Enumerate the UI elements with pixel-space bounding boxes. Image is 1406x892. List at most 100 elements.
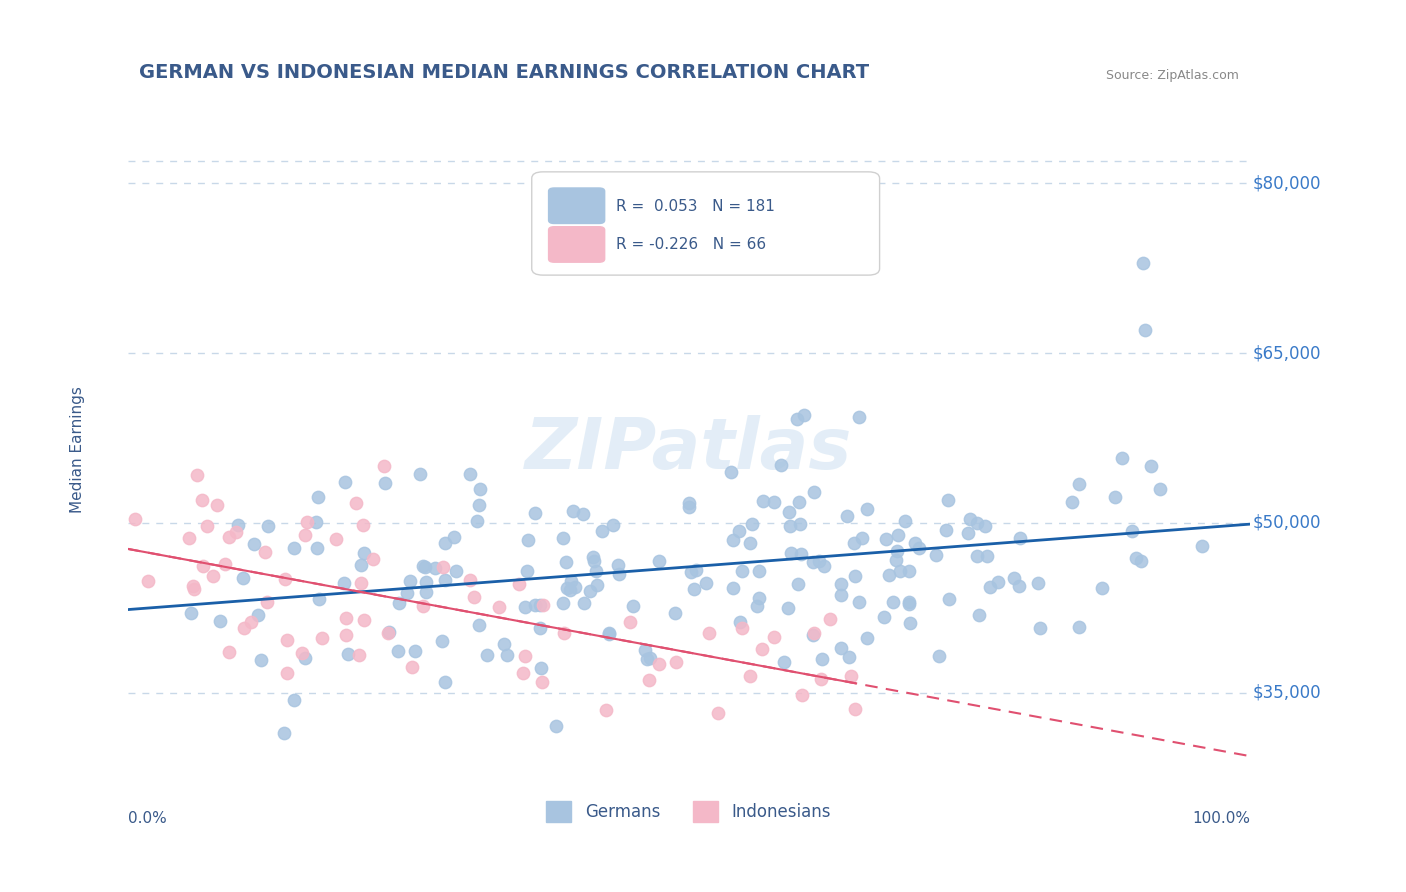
Point: [811, 652, 834, 666]
Point: [1135, 323, 1157, 337]
Point: [745, 599, 768, 614]
Point: [830, 576, 852, 591]
Point: [207, 499, 229, 513]
Point: [434, 573, 457, 587]
Point: [778, 505, 800, 519]
Point: [966, 516, 988, 530]
Point: [352, 518, 374, 533]
Point: [446, 565, 468, 579]
Point: [678, 500, 700, 514]
Point: [908, 541, 931, 556]
Point: [848, 595, 870, 609]
Point: [886, 544, 908, 558]
Point: [399, 574, 422, 588]
Point: [513, 600, 536, 615]
Point: [741, 517, 763, 532]
Point: [648, 657, 671, 671]
Point: [412, 599, 434, 613]
Point: [515, 649, 537, 664]
Point: [780, 546, 803, 560]
Point: [738, 536, 761, 550]
Point: [191, 558, 214, 573]
Point: [790, 547, 813, 561]
Point: [232, 621, 254, 635]
Point: [807, 553, 830, 567]
Point: [740, 668, 762, 682]
Point: [957, 526, 980, 541]
Point: [679, 565, 702, 579]
Point: [529, 621, 551, 635]
Point: [678, 496, 700, 510]
Point: [433, 674, 456, 689]
Point: [959, 511, 981, 525]
Point: [190, 493, 212, 508]
Point: [695, 576, 717, 591]
Point: [786, 576, 808, 591]
Point: [1008, 579, 1031, 593]
Point: [311, 632, 333, 646]
Point: [136, 574, 159, 588]
Point: [748, 591, 770, 606]
Point: [763, 494, 786, 508]
Point: [607, 558, 630, 572]
Point: [183, 582, 205, 596]
Point: [564, 580, 586, 594]
Text: ZIPatlas: ZIPatlas: [526, 415, 852, 483]
Point: [353, 613, 375, 627]
Point: [557, 581, 579, 595]
Point: [894, 514, 917, 528]
Text: $50,000: $50,000: [1253, 514, 1320, 532]
Point: [786, 412, 808, 426]
Point: [1008, 531, 1031, 545]
Point: [728, 524, 751, 538]
Point: [776, 600, 799, 615]
Point: [434, 536, 457, 550]
Point: [638, 651, 661, 665]
Point: [488, 599, 510, 614]
Point: [830, 640, 852, 655]
Point: [884, 553, 907, 567]
Point: [634, 642, 657, 657]
Point: [789, 516, 811, 531]
Point: [987, 574, 1010, 589]
Point: [443, 530, 465, 544]
Point: [779, 519, 801, 533]
Point: [813, 558, 835, 573]
Text: Source: ZipAtlas.com: Source: ZipAtlas.com: [1105, 69, 1239, 81]
Point: [974, 519, 997, 533]
Text: R = -0.226   N = 66: R = -0.226 N = 66: [616, 237, 766, 252]
FancyBboxPatch shape: [548, 227, 605, 262]
Point: [1026, 575, 1049, 590]
Point: [856, 632, 879, 646]
Point: [408, 467, 430, 481]
Point: [835, 508, 858, 523]
Point: [1091, 581, 1114, 595]
Point: [415, 575, 437, 590]
Point: [335, 475, 357, 489]
Point: [195, 519, 218, 533]
Text: 100.0%: 100.0%: [1192, 811, 1250, 826]
Point: [623, 599, 645, 613]
Point: [523, 506, 546, 520]
Point: [1129, 554, 1152, 568]
Point: [664, 606, 686, 620]
Point: [787, 495, 810, 509]
Point: [430, 634, 453, 648]
Point: [276, 632, 298, 647]
Text: GERMAN VS INDONESIAN MEDIAN EARNINGS CORRELATION CHART: GERMAN VS INDONESIAN MEDIAN EARNINGS COR…: [139, 62, 869, 81]
Point: [423, 560, 446, 574]
Point: [274, 572, 297, 586]
Text: 0.0%: 0.0%: [128, 811, 166, 826]
Point: [752, 493, 775, 508]
Point: [344, 496, 367, 510]
Point: [967, 608, 990, 623]
Text: $65,000: $65,000: [1253, 344, 1320, 362]
Point: [731, 621, 754, 635]
Point: [551, 531, 574, 545]
Point: [412, 558, 434, 573]
Point: [240, 615, 263, 630]
Point: [889, 564, 911, 578]
Point: [294, 528, 316, 542]
Point: [209, 614, 232, 628]
Point: [976, 549, 998, 563]
